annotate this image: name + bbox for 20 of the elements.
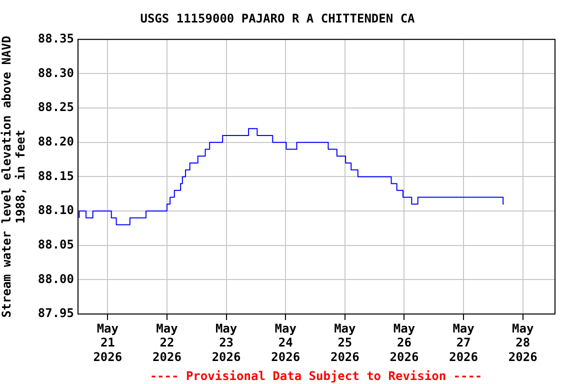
y-tick-label: 88.30 bbox=[38, 66, 74, 80]
x-tick-label: May 27 2026 bbox=[449, 321, 478, 364]
y-tick-label: 88.35 bbox=[38, 32, 74, 46]
x-tick-label: May 24 2026 bbox=[271, 321, 300, 364]
x-tick-label: May 21 2026 bbox=[93, 321, 122, 364]
y-tick-label: 88.20 bbox=[38, 134, 74, 148]
text: ---- Provisional Data Subject to Revision ---- bbox=[150, 369, 482, 383]
y-tick-label: 88.10 bbox=[38, 203, 74, 218]
chart-title: USGS 11159000 PAJARO R A CHITTENDEN CA bbox=[140, 11, 416, 26]
x-tick-label: May 23 2026 bbox=[212, 321, 241, 364]
y-tick-label: 87.95 bbox=[38, 306, 74, 320]
x-tick-label: May 26 2026 bbox=[390, 321, 419, 364]
y-tick-label: 88.00 bbox=[38, 272, 74, 286]
x-tick-label: May 28 2026 bbox=[508, 321, 538, 364]
y-tick-label: 88.15 bbox=[38, 168, 74, 183]
x-tick-label: May 22 2026 bbox=[152, 321, 182, 364]
y-tick-label: 88.25 bbox=[38, 100, 74, 114]
x-tick-label: May 25 2026 bbox=[330, 321, 360, 364]
y-tick-label: 88.05 bbox=[38, 237, 74, 252]
y-axis-title: Stream water level elevation above NAVD 1988, in feet bbox=[0, 36, 28, 318]
